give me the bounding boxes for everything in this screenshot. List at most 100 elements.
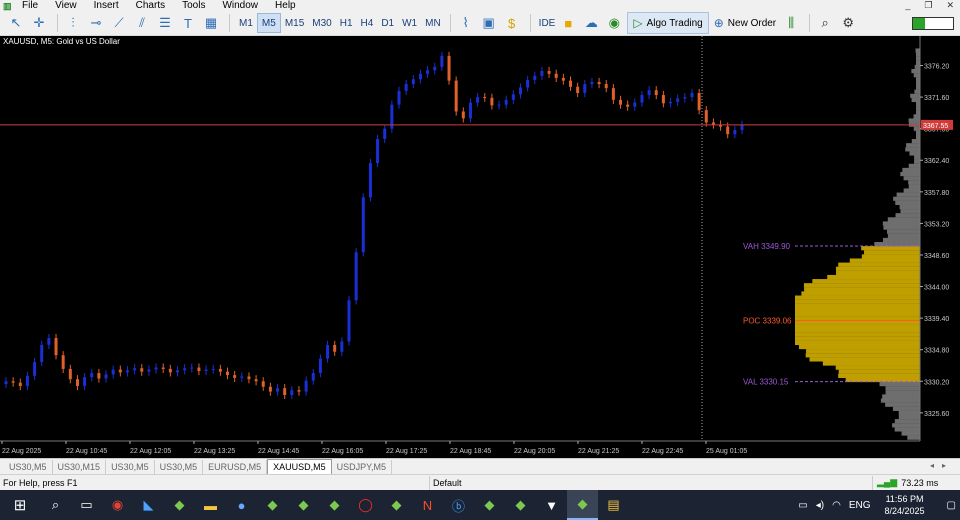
tab-us30-m5-3[interactable]: US30,M5 <box>155 460 204 474</box>
volume-profile-bar <box>898 414 920 420</box>
chrome-icon[interactable]: ◉ <box>111 497 124 512</box>
status-profile[interactable]: Default <box>429 475 462 490</box>
signals-icon[interactable]: ◉ <box>608 15 621 30</box>
candle-body <box>511 94 515 100</box>
tab-eurusd-m5[interactable]: EURUSD,M5 <box>203 460 268 474</box>
timeframe-m30[interactable]: M30 <box>312 17 332 29</box>
timeframe-m1[interactable]: M1 <box>239 17 253 29</box>
crosshair-icon[interactable]: ✛ <box>33 15 45 30</box>
timeframe-d1[interactable]: D1 <box>381 17 395 29</box>
fibonacci-icon[interactable]: ☰ <box>159 15 171 30</box>
metatrader-icon[interactable]: ◆ <box>267 497 278 512</box>
task-view-icon[interactable]: ▭ <box>80 497 93 512</box>
ninjatrader-icon[interactable]: N <box>422 497 433 513</box>
timeframe-h1[interactable]: H1 <box>339 17 353 29</box>
status-connection[interactable]: ▂▄▆ 73.23 ms <box>872 475 938 490</box>
signal-bars-icon: ▂▄▆ <box>877 477 898 487</box>
menu-charts[interactable]: Charts <box>135 0 166 11</box>
settings-icon[interactable]: ⚙ <box>842 15 854 30</box>
price-chart[interactable]: VAH 3349.90 POC 3339.06 VAL 3330.15 3376.20… <box>0 36 960 458</box>
tab-scroll-arrows[interactable]: ◂▸ <box>929 461 954 470</box>
market-icon[interactable]: ■ <box>564 15 573 31</box>
timeframe-mn[interactable]: MN <box>425 17 441 29</box>
metatrader-icon[interactable]: ◆ <box>329 497 340 512</box>
text-tool-icon[interactable]: T <box>184 15 192 31</box>
menu-help[interactable]: Help <box>275 0 296 11</box>
minimize-icon[interactable]: _ <box>905 0 911 10</box>
restore-icon[interactable]: ❐ <box>924 0 933 10</box>
tab-us30-m5[interactable]: US30,M5 <box>4 460 53 474</box>
chart-app-icon[interactable]: ◣ <box>143 497 154 512</box>
taskbar-clock[interactable]: 11:56 PM 8/24/2025 <box>885 493 925 517</box>
timeframe-m15[interactable]: M15 <box>284 17 305 29</box>
metatrader-icon[interactable]: ◆ <box>391 497 402 512</box>
document-icon[interactable]: ▤ <box>607 497 620 512</box>
vertical-line-icon[interactable]: ⫶ <box>71 15 75 30</box>
tab-usdjpy-m5[interactable]: USDJPY,M5 <box>332 460 393 474</box>
volume-icon[interactable]: ◂) <box>815 499 825 511</box>
price-tick-label: 3330.20 <box>924 379 949 386</box>
candle-body <box>376 138 380 163</box>
language-indicator[interactable]: ENG <box>848 499 871 511</box>
bing-icon[interactable]: ⓑ <box>451 498 465 514</box>
candle-body <box>154 367 158 370</box>
depth-of-market-icon[interactable]: ⫼ <box>788 15 795 30</box>
candle-body <box>440 55 444 67</box>
menu-file[interactable]: File <box>22 0 39 11</box>
cloud-icon[interactable]: ☁ <box>584 15 598 30</box>
shapes-icon[interactable]: ▦ <box>204 15 218 30</box>
candle-body <box>311 373 315 381</box>
tab-us30-m5-2[interactable]: US30,M5 <box>106 460 155 474</box>
menu-tools[interactable]: Tools <box>182 0 206 11</box>
app-icon[interactable]: ● <box>237 497 246 513</box>
volume-profile-bar <box>795 316 920 321</box>
close-icon[interactable]: ✕ <box>946 0 954 10</box>
cursor-icon[interactable]: ↖ <box>10 15 22 30</box>
metatrader-icon[interactable]: ◆ <box>174 497 185 512</box>
network-icon[interactable]: ▭ <box>798 499 808 511</box>
file-explorer-icon[interactable]: ▬ <box>204 497 217 513</box>
new-order-button[interactable]: ⊕ New Order <box>709 12 781 34</box>
chart-type-icon[interactable]: ⌇ <box>462 15 469 30</box>
metatrader-icon[interactable]: ◆ <box>567 490 598 520</box>
candle-body <box>533 75 537 80</box>
candle-body <box>75 379 79 387</box>
toolbar-divider <box>529 14 531 32</box>
candle-body <box>304 380 308 392</box>
windows-start-icon[interactable]: ⊞ <box>13 497 27 514</box>
algo-trading-button[interactable]: ▷ Algo Trading <box>627 12 709 34</box>
menu-window[interactable]: Window <box>222 0 259 11</box>
wifi-icon[interactable]: ◠ <box>832 499 841 511</box>
horizontal-line-icon[interactable]: ⊸ <box>90 15 102 30</box>
menu-insert[interactable]: Insert <box>93 0 119 11</box>
status-bar: For Help, press F1 Default ▂▄▆ 73.23 ms <box>0 474 960 490</box>
ide-button[interactable]: IDE <box>538 17 556 29</box>
timeframe-h4[interactable]: H4 <box>360 17 374 29</box>
price-tick-label: 3348.60 <box>924 253 949 260</box>
tab-xauusd-m5[interactable]: XAUUSD,M5 <box>267 459 332 474</box>
volume-profile-bar <box>801 291 920 296</box>
tradingview-icon[interactable]: ▼ <box>545 497 558 513</box>
volume-profile-bar <box>822 361 920 366</box>
metatrader-icon[interactable]: ◆ <box>484 497 495 512</box>
tab-us30-m15[interactable]: US30,M15 <box>53 460 107 474</box>
volume-profile-bar <box>916 56 920 61</box>
candle-body <box>518 87 522 95</box>
timeframe-w1[interactable]: W1 <box>402 17 418 29</box>
timeframe-m5[interactable]: M5 <box>256 13 281 33</box>
notification-icon[interactable]: ▢ <box>946 499 956 511</box>
opera-icon[interactable]: ◯ <box>358 497 373 512</box>
candle-body <box>597 81 601 85</box>
search-icon[interactable]: ⌕ <box>821 15 829 30</box>
metatrader-icon[interactable]: ◆ <box>515 497 526 512</box>
menu-view[interactable]: View <box>55 0 77 11</box>
time-tick-label: 22 Aug 18:45 <box>450 448 491 455</box>
metatrader-icon[interactable]: ◆ <box>298 497 309 512</box>
trendline-icon[interactable]: ⟋ <box>114 15 124 30</box>
volume-profile-bar <box>795 295 920 300</box>
indicators-icon[interactable]: ▣ <box>482 15 495 30</box>
search-icon[interactable]: ⌕ <box>51 497 60 512</box>
dollar-icon[interactable]: $ <box>508 15 516 31</box>
volume-profile-bar <box>879 382 920 387</box>
channel-icon[interactable]: ⫽ <box>139 15 145 30</box>
